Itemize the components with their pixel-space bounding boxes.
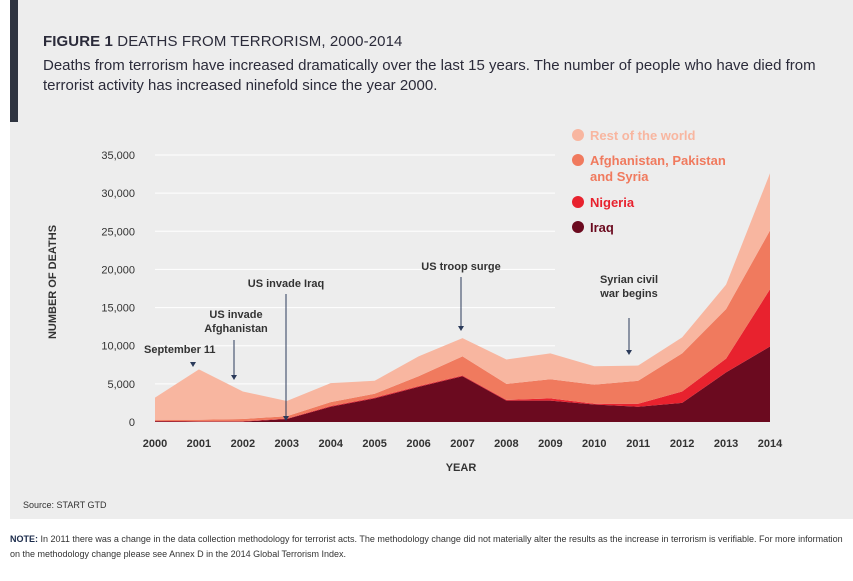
x-tick-label: 2002 — [231, 438, 255, 450]
figure-subtitle: Deaths from terrorism have increased dra… — [43, 57, 816, 94]
x-axis-ticks: 2000 2001 2002 2003 2004 2005 2006 2007 2008 2009… — [143, 438, 783, 450]
x-tick-label: 2010 — [582, 438, 606, 450]
x-tick-label: 2007 — [450, 438, 474, 450]
annotation-label: US invade Iraq — [248, 278, 324, 290]
y-tick-label: 15,000 — [101, 303, 135, 315]
annotation-label: Afghanistan — [204, 323, 268, 335]
x-tick-label: 2013 — [714, 438, 738, 450]
x-tick-label: 2000 — [143, 438, 167, 450]
legend-swatch-afghanistan-pakistan-and-syria — [572, 154, 584, 166]
x-tick-label: 2008 — [494, 438, 518, 450]
y-axis-title: NUMBER OF DEATHS — [47, 225, 59, 339]
area-rest-of-the-world — [155, 173, 770, 420]
legend-swatch-iraq — [572, 221, 584, 233]
legend-label-rest-of-the-world: Rest of the world — [590, 128, 696, 143]
legend-swatch-rest-of-the-world — [572, 129, 584, 141]
x-tick-label: 2011 — [626, 438, 650, 450]
annotation-label: US troop surge — [421, 261, 500, 273]
chart-panel — [10, 0, 853, 519]
annotation-arrowhead — [190, 362, 196, 367]
legend-label-nigeria: Nigeria — [590, 195, 635, 210]
annotation-arrowhead — [283, 416, 289, 421]
annotation-label: Syrian civil — [600, 274, 658, 286]
x-tick-label: 2004 — [318, 438, 343, 450]
figure-label: FIGURE 1 — [43, 33, 113, 50]
y-tick-label: 25,000 — [101, 226, 135, 238]
header-accent-bar — [10, 0, 18, 122]
legend-swatch-nigeria — [572, 196, 584, 208]
annotation-label: US invade — [209, 309, 262, 321]
x-axis-title: YEAR — [446, 462, 477, 474]
annotation-label: September 11 — [144, 344, 216, 356]
x-tick-label: 2006 — [406, 438, 430, 450]
source-note: Source: START GTD — [23, 500, 107, 510]
x-tick-label: 2012 — [670, 438, 694, 450]
y-tick-label: 5,000 — [107, 379, 135, 391]
figure-title-text: DEATHS FROM TERRORISM, 2000-2014 — [117, 33, 403, 50]
x-tick-label: 2009 — [538, 438, 562, 450]
y-tick-label: 35,000 — [101, 150, 135, 162]
note-label: NOTE: — [10, 534, 38, 544]
stacked-area-chart: September 11 US invade Afghanistan US invad… — [47, 128, 783, 474]
y-tick-label: 20,000 — [101, 264, 135, 276]
note-text: In 2011 there was a change in the data c… — [10, 534, 843, 559]
legend: Rest of the world Afghanistan, Pakistan an… — [572, 128, 726, 235]
x-tick-label: 2001 — [187, 438, 211, 450]
x-tick-label: 2003 — [275, 438, 299, 450]
methodology-note: NOTE: In 2011 there was a change in the … — [10, 532, 845, 562]
y-tick-label: 10,000 — [101, 341, 135, 353]
legend-label-iraq: Iraq — [590, 220, 614, 235]
figure-title: FIGURE 1 DEATHS FROM TERRORISM, 2000-201… — [43, 33, 402, 50]
y-tick-label: 30,000 — [101, 188, 135, 200]
area-iraq — [155, 346, 770, 422]
annotation-arrowhead — [231, 375, 237, 380]
legend-label-afghanistan-pakistan-and-syria: Afghanistan, Pakistan and Syria — [590, 153, 726, 184]
annotations: September 11 US invade Afghanistan US invad… — [144, 261, 658, 421]
y-tick-label: 0 — [129, 417, 135, 429]
area-series — [155, 173, 770, 422]
annotation-label: war begins — [599, 288, 657, 300]
annotation-arrowhead — [458, 326, 464, 331]
x-tick-label: 2005 — [362, 438, 386, 450]
y-axis-ticks: 0 5,000 10,000 15,000 20,000 25,000 30,000 35,0… — [101, 150, 135, 429]
x-tick-label: 2014 — [758, 438, 783, 450]
annotation-arrowhead — [626, 350, 632, 355]
